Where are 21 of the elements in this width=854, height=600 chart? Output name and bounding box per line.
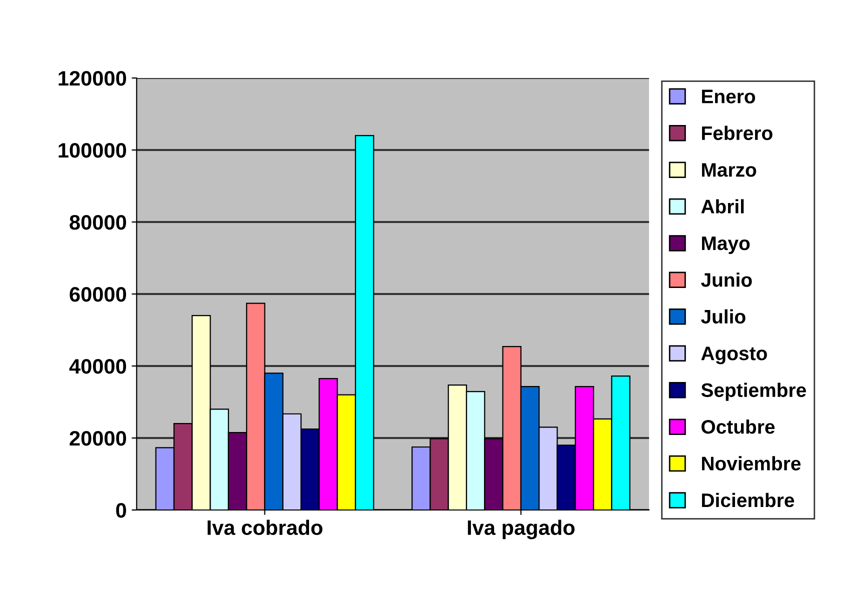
y-tick-label: 40000	[69, 359, 126, 374]
legend-label: Abril	[701, 199, 744, 214]
y-tick-label: 80000	[70, 215, 126, 230]
y-tick-label: 120000	[58, 71, 126, 86]
y-tick-label: 0	[116, 503, 126, 518]
y-tick-label: 20000	[70, 431, 126, 446]
x-tick-label: Iva pagado	[468, 520, 575, 540]
legend-label: Octubre	[702, 419, 775, 434]
y-tick-label: 60000	[70, 287, 126, 302]
legend-label: Diciembre	[702, 492, 794, 508]
legend-label: Mayo	[702, 236, 750, 254]
x-tick-label: Iva cobrado	[208, 520, 322, 536]
legend-label: Junio	[701, 272, 752, 287]
y-tick-label: 100000	[58, 143, 126, 158]
legend-label: Febrero	[702, 126, 772, 140]
legend-label: Septiembre	[701, 382, 806, 401]
legend-label: Marzo	[702, 163, 756, 177]
legend-label: Noviembre	[702, 456, 801, 470]
legend-label: Julio	[701, 309, 746, 324]
legend-label: Agosto	[701, 346, 767, 364]
legend-label: Enero	[702, 90, 756, 104]
